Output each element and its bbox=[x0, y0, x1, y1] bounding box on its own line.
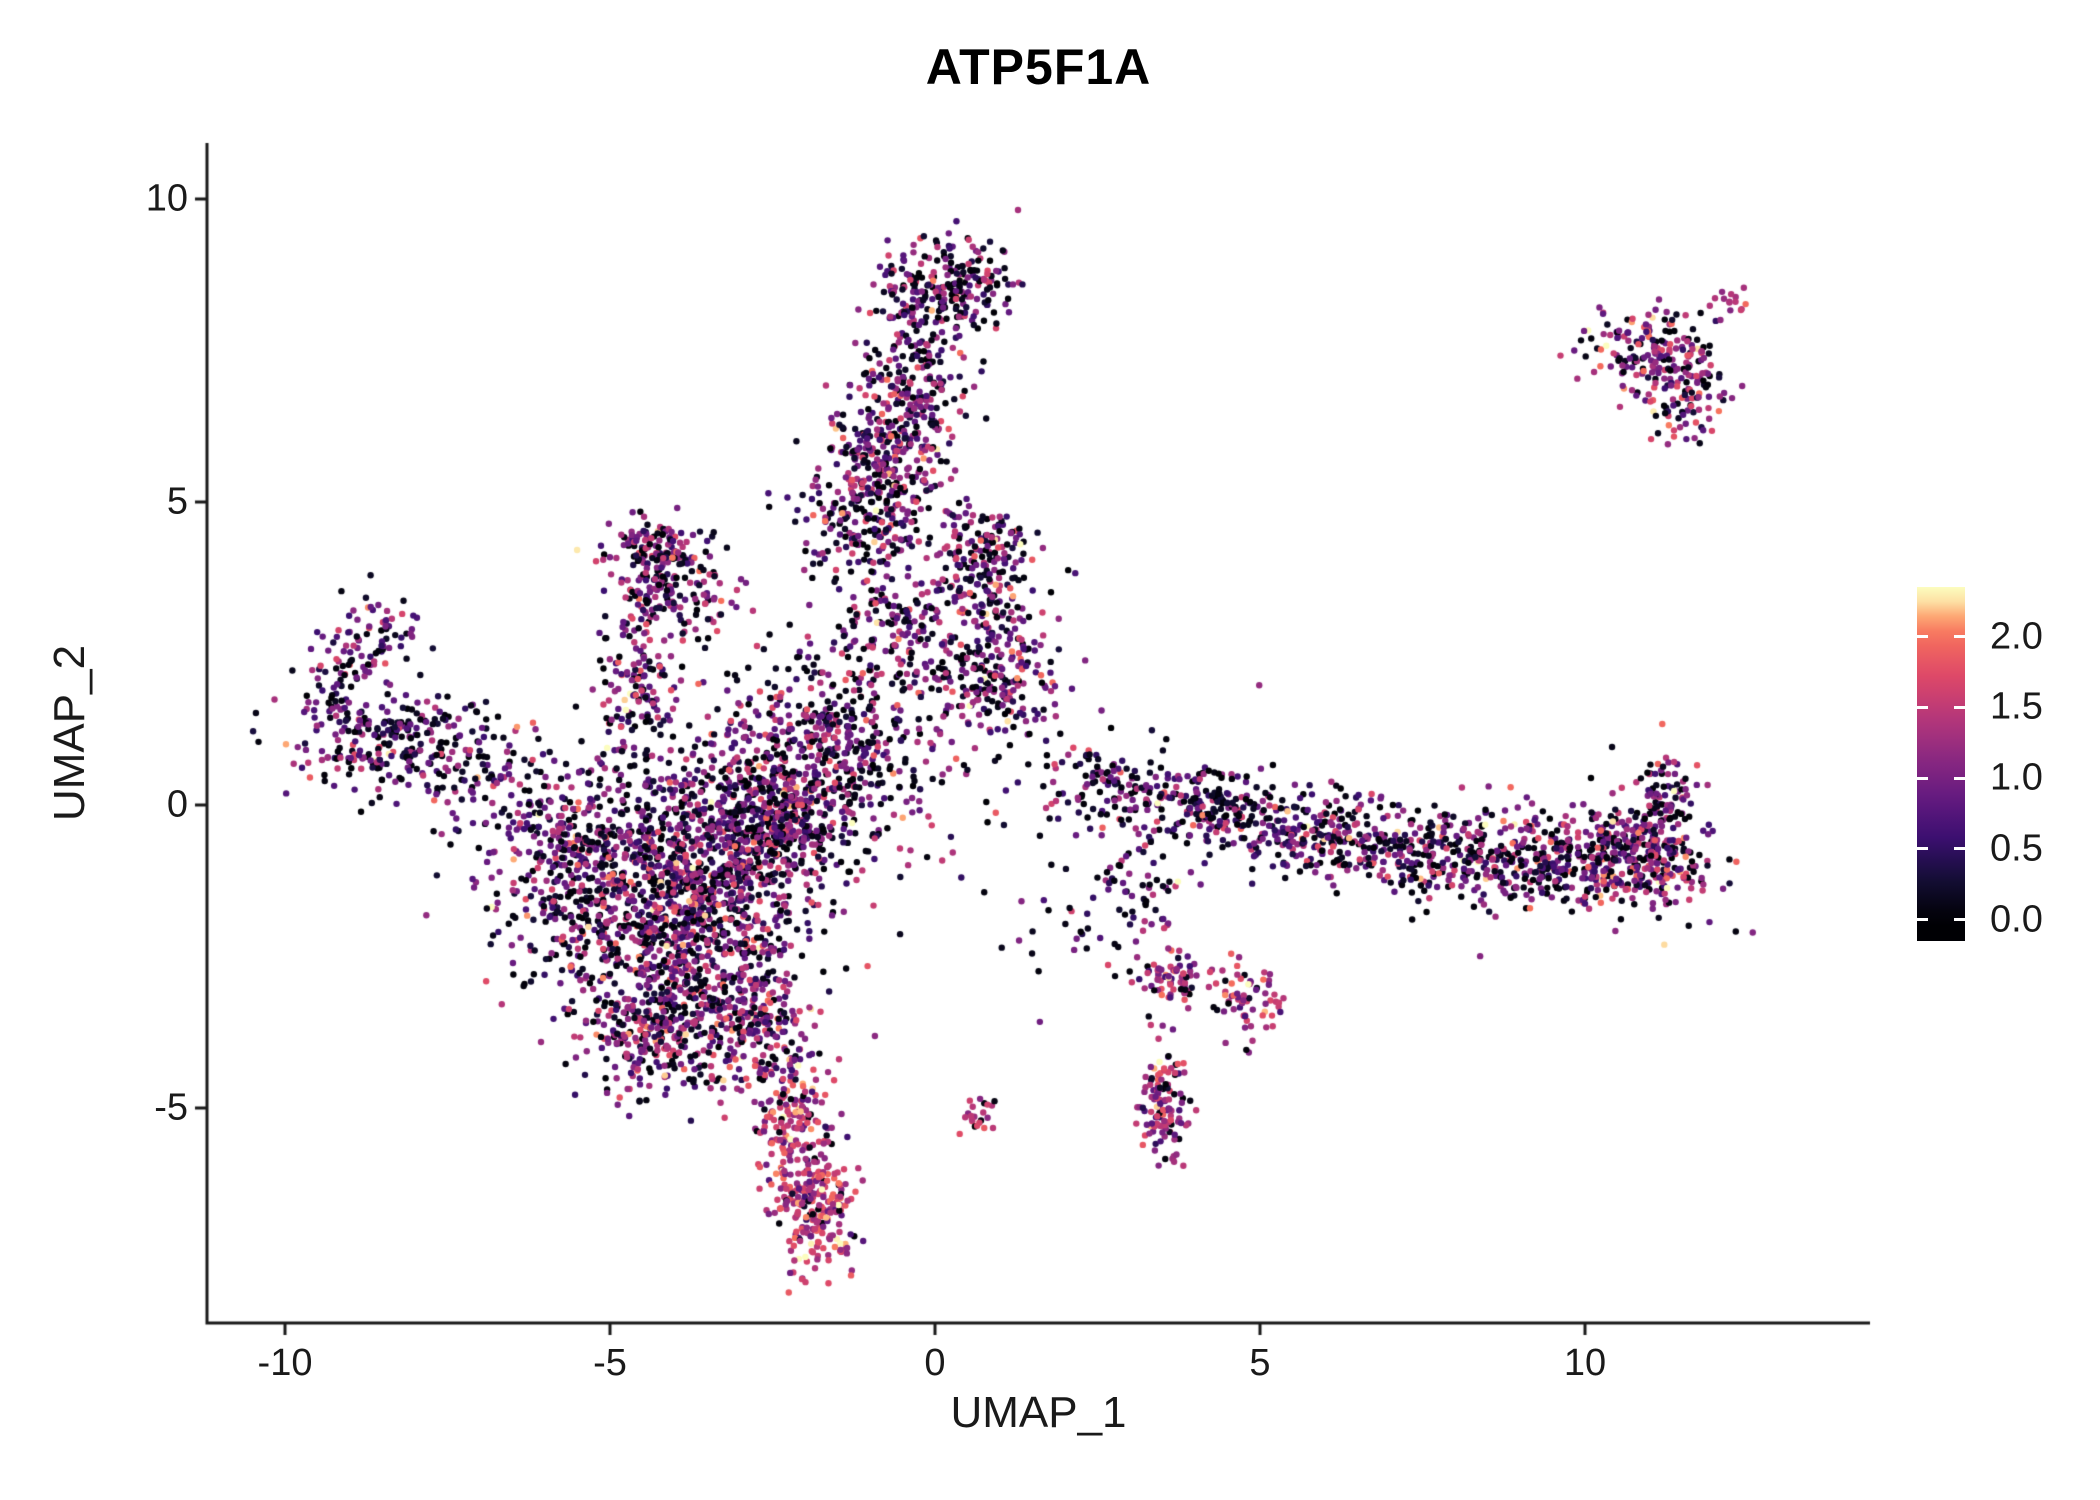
colorbar bbox=[1917, 587, 1965, 941]
x-tick-label: 0 bbox=[924, 1342, 946, 1384]
colorbar-tick-mark bbox=[1917, 918, 1928, 922]
colorbar-gradient bbox=[1917, 587, 1965, 941]
colorbar-tick-label: 0.0 bbox=[1990, 898, 2043, 941]
y-axis-label: UMAP_2 bbox=[45, 644, 94, 822]
colorbar-tick-label: 1.0 bbox=[1990, 756, 2043, 799]
colorbar-tick-mark bbox=[1917, 705, 1928, 709]
colorbar-tick-mark bbox=[1954, 705, 1965, 709]
y-tick-label: 0 bbox=[166, 783, 188, 826]
y-tick-label: 10 bbox=[145, 177, 188, 220]
x-tick-label: 5 bbox=[1249, 1342, 1271, 1384]
colorbar-tick-label: 0.5 bbox=[1990, 827, 2043, 870]
plot-title: ATP5F1A bbox=[925, 39, 1152, 95]
colorbar-tick-mark bbox=[1917, 635, 1928, 639]
colorbar-tick-mark bbox=[1954, 847, 1965, 851]
colorbar-tick-mark bbox=[1917, 776, 1928, 780]
colorbar-tick-label: 1.5 bbox=[1990, 685, 2043, 728]
colorbar-tick-mark bbox=[1917, 847, 1928, 851]
colorbar-tick-mark bbox=[1954, 918, 1965, 922]
x-tick-label: -10 bbox=[257, 1342, 313, 1384]
x-axis-label: UMAP_1 bbox=[950, 1388, 1127, 1437]
colorbar-tick-label: 2.0 bbox=[1990, 615, 2043, 658]
y-tick-label: 5 bbox=[166, 480, 188, 523]
x-tick-label: 10 bbox=[1563, 1342, 1607, 1384]
x-tick-label: -5 bbox=[593, 1342, 627, 1384]
colorbar-tick-mark bbox=[1954, 635, 1965, 639]
y-tick-label: -5 bbox=[154, 1086, 188, 1129]
colorbar-tick-mark bbox=[1954, 776, 1965, 780]
